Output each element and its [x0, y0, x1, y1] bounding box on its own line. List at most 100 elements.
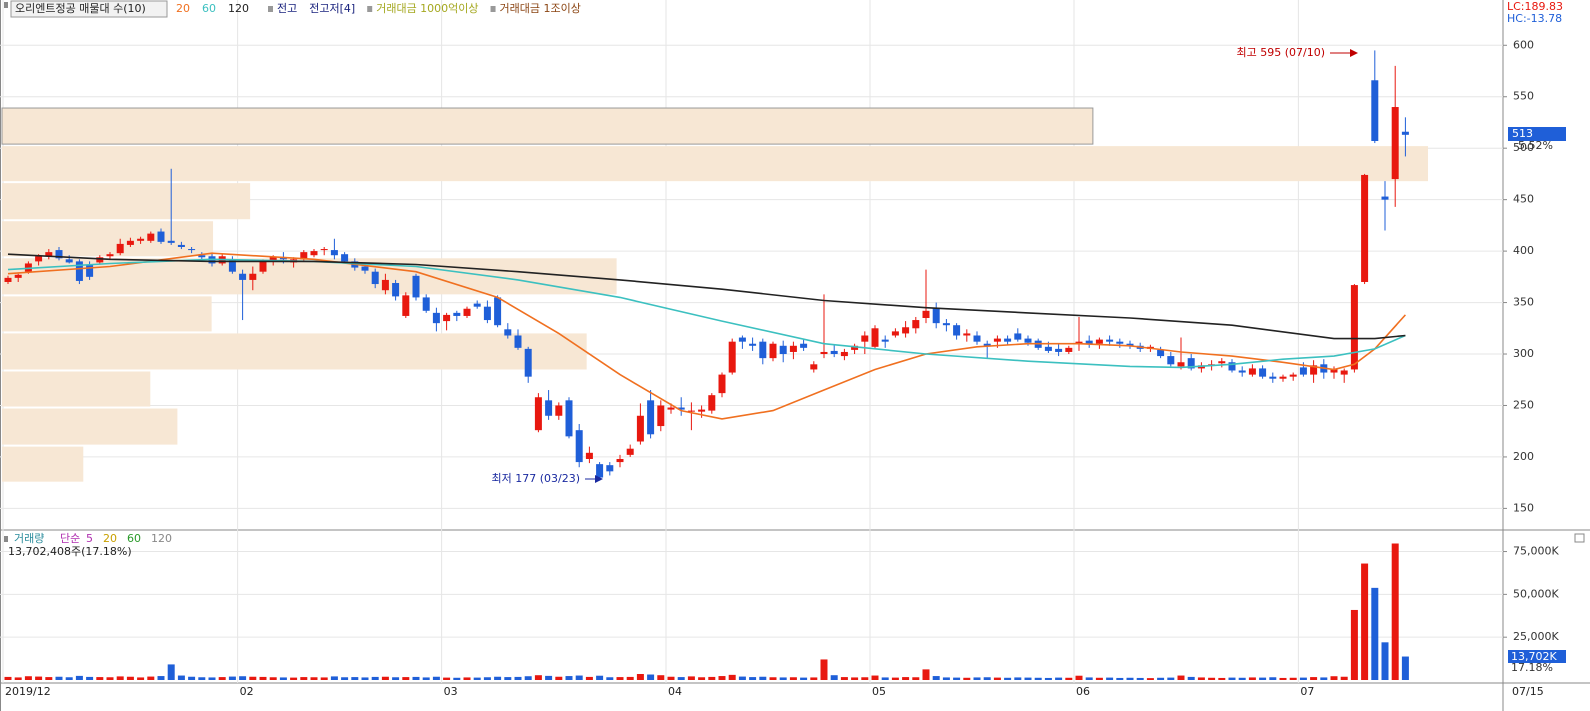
volume-bar [912, 677, 920, 680]
candle-body [432, 312, 440, 324]
volume-bar [565, 676, 573, 680]
candle-body [953, 325, 961, 336]
profile-band [2, 408, 178, 445]
volume-bar [1106, 677, 1114, 680]
candle-body [341, 254, 349, 262]
volume-bar [86, 676, 94, 680]
candle-body [1157, 349, 1165, 357]
candle-body [891, 331, 899, 336]
volume-bar [1014, 677, 1022, 680]
volume-bar [1157, 677, 1165, 680]
candle-body [463, 308, 471, 316]
legend-entry: 거래대금 1조이상 [500, 2, 581, 15]
x-end-label: 07/15 [1512, 685, 1544, 698]
volume-bar [616, 677, 624, 680]
volume-title: 거래량 [14, 532, 44, 545]
volume-bar [749, 677, 757, 680]
candle-body [514, 335, 522, 348]
lc-label: LC:189.83 [1507, 0, 1563, 13]
profile-band [1, 107, 1094, 145]
candle-body [412, 275, 420, 298]
candle-body [402, 295, 410, 316]
volume-bar [1004, 677, 1012, 680]
candle-body [851, 345, 859, 350]
title-box[interactable] [10, 0, 168, 18]
volume-bar [851, 677, 859, 680]
volume-bar [840, 677, 848, 680]
volume-bar [483, 677, 491, 680]
volume-bar [177, 675, 185, 680]
candle-body [596, 464, 604, 478]
legend-entry: 전고저[4] [309, 2, 355, 15]
candle-body [75, 261, 83, 281]
volume-bar [1208, 677, 1216, 680]
volume-bar [1065, 677, 1073, 680]
candle-body [96, 257, 104, 263]
volume-legend-entry: 20 [103, 532, 117, 545]
candle-body [24, 263, 32, 272]
volume-bar [983, 677, 991, 680]
volume-legend-entry: 60 [127, 532, 141, 545]
x-tick-label: 2019/12 [5, 685, 51, 698]
volume-bar [922, 669, 930, 680]
volume-bar [24, 676, 32, 680]
x-tick-label: 07 [1300, 685, 1314, 698]
y-tick-label: 500 [1513, 141, 1534, 154]
volume-ratio-label: 17.18% [1511, 661, 1553, 674]
volume-bar [126, 676, 134, 680]
volume-bar [167, 664, 175, 680]
volume-bar [453, 677, 461, 680]
volume-bar [463, 677, 471, 680]
candle-body [1177, 362, 1185, 367]
candle-body [840, 351, 848, 357]
volume-bar [1381, 642, 1389, 680]
candle-body [932, 307, 940, 324]
volume-bar [514, 676, 522, 680]
volume-bar [789, 677, 797, 680]
candle-body [320, 249, 328, 251]
candle-body [973, 335, 981, 342]
volume-bar [392, 677, 400, 680]
legend-entry: 20 [176, 2, 190, 15]
volume-bar [1136, 677, 1144, 680]
candle-body [147, 233, 155, 241]
candle-body [1289, 374, 1297, 377]
profile-band [2, 221, 214, 257]
candle-body [310, 251, 318, 256]
volume-bar [198, 677, 206, 680]
candle-body [35, 256, 43, 262]
volume-bar [341, 677, 349, 680]
candle-body [1167, 356, 1175, 365]
volume-bar [1024, 677, 1032, 680]
volume-bar [606, 677, 614, 680]
volume-bar [942, 677, 950, 680]
candle-body [392, 283, 400, 297]
profile-band [2, 371, 151, 407]
candle-body [1004, 338, 1012, 342]
candle-body [983, 343, 991, 346]
candle-body [524, 348, 532, 377]
background-layer [0, 0, 1503, 683]
y-tick-label: 75,000K [1513, 545, 1559, 558]
volume-bar [188, 676, 196, 680]
volume-bar [657, 675, 665, 680]
candle-body [1075, 341, 1083, 344]
candle-body [616, 458, 624, 463]
legend-icon [268, 6, 273, 12]
volume-bar [687, 676, 695, 680]
candle-body [494, 297, 502, 326]
volume-bar [779, 677, 787, 680]
candle-body [269, 257, 277, 262]
candle-body [1371, 80, 1379, 141]
pane-button[interactable] [1574, 533, 1585, 543]
volume-bar [1146, 678, 1154, 680]
candle-body [881, 339, 889, 342]
legend-icon [4, 536, 8, 542]
candle-body [1187, 358, 1195, 369]
volume-bar [65, 677, 73, 680]
candle-body [677, 407, 685, 410]
volume-bar [1055, 677, 1063, 680]
candle-body [687, 410, 695, 412]
volume-bar [1095, 677, 1103, 680]
change-label: -5.52% [1514, 139, 1553, 152]
